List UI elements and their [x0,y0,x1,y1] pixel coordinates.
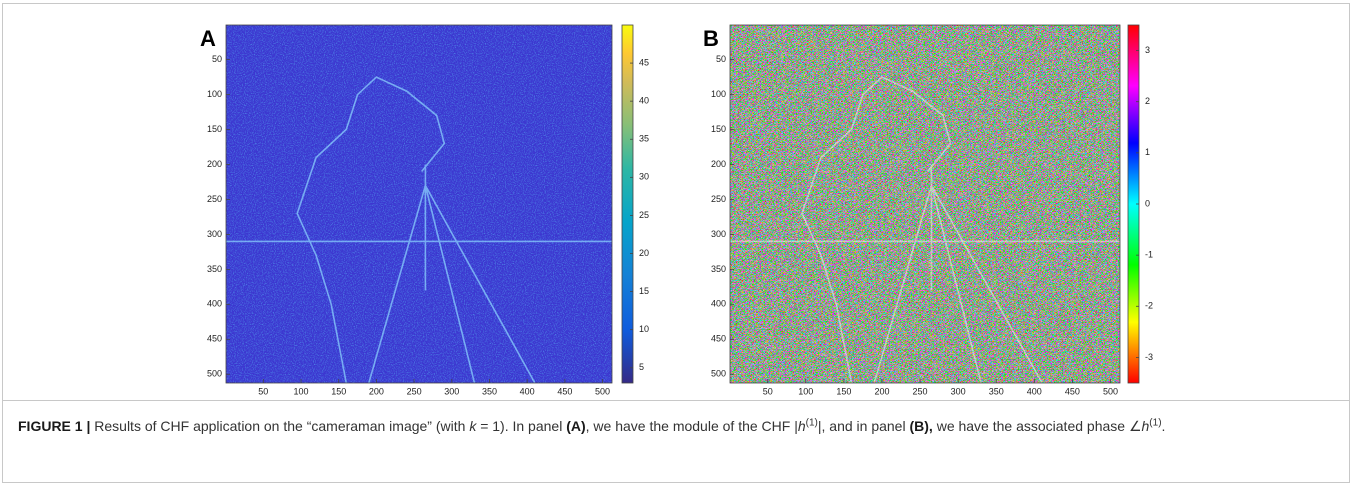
y-tick-label: 300 [207,229,222,239]
colorbar-tick-label: 25 [639,210,649,220]
colorbar-tick-label: -2 [1145,301,1153,311]
x-tick-label: 350 [989,386,1004,396]
x-tick-label: 50 [258,386,268,396]
x-tick-label: 200 [874,386,889,396]
y-tick-label: 350 [711,264,726,274]
caption-separator [2,400,1350,401]
caption-text: Results of CHF application on the “camer… [90,418,470,434]
y-tick-label: 50 [212,54,222,64]
caption-text: k [469,418,477,434]
y-tick-label: 450 [711,334,726,344]
colorbar-tick-label: 45 [639,57,649,67]
y-tick-label: 250 [711,194,726,204]
colorbar-tick-label: 0 [1145,198,1150,208]
x-tick-label: 350 [482,386,497,396]
x-tick-label: 100 [798,386,813,396]
x-tick-label: 300 [951,386,966,396]
caption-text: FIGURE 1 | [18,418,91,434]
y-tick-label: 400 [207,299,222,309]
x-tick-label: 100 [293,386,308,396]
caption-text: = 1). In panel [476,418,567,434]
colorbar-tick-label: 15 [639,286,649,296]
x-tick-label: 150 [836,386,851,396]
caption-text: (1) [1149,417,1162,429]
colorbar-tick-label: -1 [1145,250,1153,260]
x-tick-label: 500 [1103,386,1118,396]
y-tick-label: 450 [207,334,222,344]
y-tick-label: 400 [711,299,726,309]
y-tick-label: 350 [207,264,222,274]
caption-text: . [1161,418,1166,434]
colorbar-parula [621,24,634,384]
colorbar-tick-label: 3 [1145,45,1150,55]
x-tick-label: 250 [913,386,928,396]
y-tick-label: 200 [207,159,222,169]
y-tick-label: 500 [711,369,726,379]
y-tick-label: 150 [207,124,222,134]
colorbar-tick-label: 2 [1145,96,1150,106]
x-tick-label: 300 [444,386,459,396]
axes-box [225,24,613,384]
x-tick-label: 150 [331,386,346,396]
x-tick-label: 400 [1027,386,1042,396]
caption-text: we have the associated phase ∠ [932,418,1142,434]
caption-text: , we have the module of the CHF | [585,418,798,434]
image-outline [225,76,612,384]
colorbar-tick-label: 10 [639,324,649,334]
colorbar-tick-label: 20 [639,248,649,258]
colorbar-tick-label: 1 [1145,147,1150,157]
y-tick-label: 50 [716,54,726,64]
colorbar-tick-label: 40 [639,96,649,106]
y-tick-label: 150 [711,124,726,134]
caption-text: |, and in panel [817,418,910,434]
x-tick-label: 400 [520,386,535,396]
figure: A50 100 150 200 250 300 350 400 450 5005010015020… [200,24,1153,396]
y-tick-label: 250 [207,194,222,204]
x-tick-label: 450 [557,386,572,396]
x-tick-label: 200 [369,386,384,396]
y-tick-label: 300 [711,229,726,239]
caption-text: h [1141,418,1150,434]
panel-label: A [200,26,216,51]
y-tick-label: 200 [711,159,726,169]
caption-text: (B), [909,418,933,434]
caption-text: (1) [805,417,818,429]
y-tick-label: 100 [207,89,222,99]
image-outline [729,76,1120,384]
caption-text: (A) [566,418,586,434]
colorbar-tick-label: 35 [639,134,649,144]
image-texture [730,25,1120,383]
y-tick-label: 500 [207,369,222,379]
figure-caption: FIGURE 1 | Results of CHF application on… [18,414,1318,439]
axes-box [729,24,1121,384]
x-tick-label: 450 [1065,386,1080,396]
colorbar-tick-label: 5 [639,362,644,372]
caption-text: h [797,418,806,434]
x-tick-label: 250 [407,386,422,396]
colorbar-tick-label: 30 [639,172,649,182]
y-tick-label: 100 [711,89,726,99]
figure-frame [2,3,1350,483]
colorbar-tick-label: -3 [1145,352,1153,362]
x-tick-label: 500 [595,386,610,396]
image-texture [226,25,612,383]
x-tick-label: 50 [763,386,773,396]
panel-label: B [703,26,719,51]
